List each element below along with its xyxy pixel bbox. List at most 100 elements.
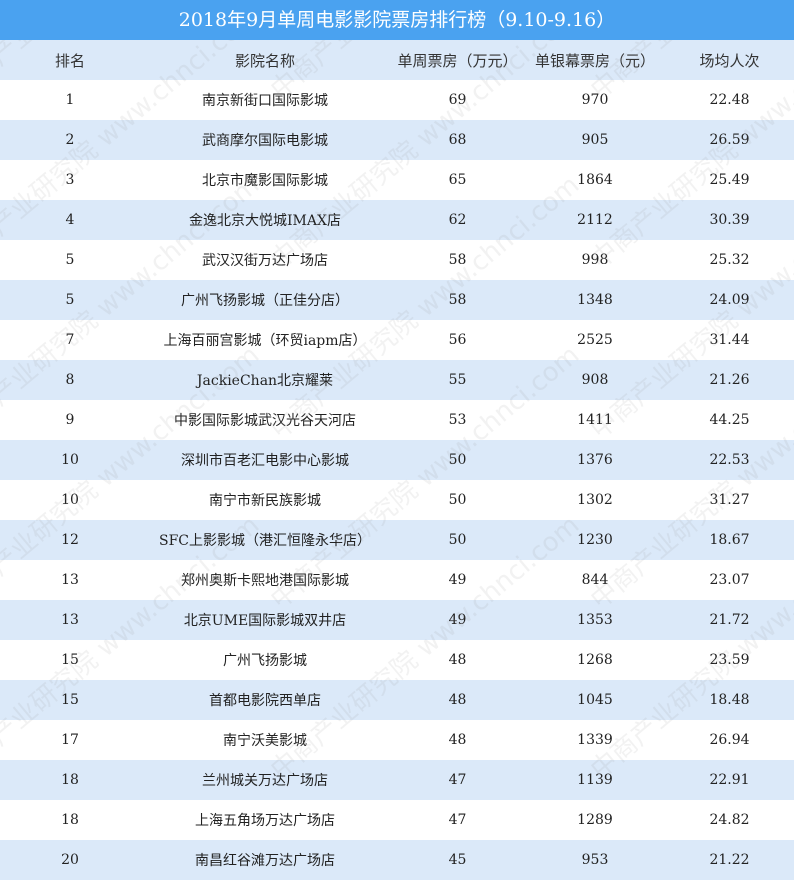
cell-weekly-box: 58 (448, 292, 467, 308)
table-row: 13 北京UME国际影城双井店 49 1353 21.72 (0, 600, 794, 640)
cell-cinema: 北京UME国际影城双井店 (183, 613, 347, 629)
table-row: 3 北京市魔影国际影城 65 1864 25.49 (0, 160, 794, 200)
cell-per-show: 26.94 (709, 732, 750, 748)
cell-per-screen: 1268 (577, 652, 613, 668)
cell-rank: 10 (61, 452, 79, 468)
cell-weekly-box: 49 (448, 612, 467, 628)
cell-per-show: 31.44 (709, 332, 750, 348)
cell-per-screen: 998 (581, 252, 609, 268)
cell-rank: 13 (61, 612, 79, 628)
cell-weekly-box: 45 (448, 852, 467, 868)
cell-cinema: 武汉汉街万达广场店 (202, 253, 328, 269)
cell-cinema: 北京市魔影国际影城 (202, 173, 328, 189)
table-row: 20 南昌红谷滩万达广场店 45 953 21.22 (0, 840, 794, 880)
table-row: 15 广州飞扬影城 48 1268 23.59 (0, 640, 794, 680)
cell-rank: 20 (61, 852, 79, 868)
cell-per-show: 24.82 (709, 812, 750, 828)
cell-weekly-box: 58 (448, 252, 467, 268)
table-row: 10 深圳市百老汇电影中心影城 50 1376 22.53 (0, 440, 794, 480)
cell-cinema: 首都电影院西单店 (209, 693, 321, 709)
col-cinema: 影院名称 (234, 51, 295, 70)
cell-rank: 18 (61, 812, 79, 828)
cell-per-screen: 1864 (577, 172, 613, 188)
cell-per-show: 31.27 (709, 492, 750, 508)
cell-per-screen: 1045 (577, 692, 613, 708)
header-row: 排名 影院名称 单周票房（万元） 单银幕票房（元） 场均人次 (0, 40, 794, 80)
cell-cinema: 深圳市百老汇电影中心影城 (181, 453, 349, 469)
cell-per-screen: 1289 (577, 812, 613, 828)
cell-cinema: 上海五角场万达广场店 (195, 813, 335, 829)
cell-cinema: 广州飞扬影城 (223, 653, 307, 669)
table-row: 15 首都电影院西单店 48 1045 18.48 (0, 680, 794, 720)
cell-per-show: 22.91 (709, 772, 750, 788)
cell-weekly-box: 48 (448, 652, 467, 668)
cell-rank: 18 (61, 772, 79, 788)
col-per-screen: 单银幕票房（元） (534, 51, 655, 70)
cell-per-show: 24.09 (709, 292, 750, 308)
cell-per-screen: 1353 (577, 612, 613, 628)
cell-rank: 10 (61, 492, 79, 508)
cell-rank: 1 (65, 92, 75, 108)
cell-per-screen: 844 (581, 572, 609, 588)
cell-per-screen: 1339 (577, 732, 613, 748)
cell-per-screen: 908 (581, 372, 609, 388)
cell-per-screen: 1302 (577, 492, 613, 508)
cell-per-show: 30.39 (709, 212, 750, 228)
table-row: 12 SFC上影影城（港汇恒隆永华店） 50 1230 18.67 (0, 520, 794, 560)
cell-rank: 7 (65, 332, 75, 348)
cell-weekly-box: 55 (448, 372, 467, 388)
cell-cinema: JackieChan北京耀莱 (196, 373, 334, 389)
cell-cinema: 郑州奥斯卡熙地港国际影城 (181, 573, 349, 589)
cell-rank: 17 (61, 732, 79, 748)
cell-weekly-box: 62 (448, 212, 467, 228)
cell-weekly-box: 68 (448, 132, 467, 148)
cell-weekly-box: 48 (448, 732, 467, 748)
cell-cinema: 武商摩尔国际电影城 (202, 133, 328, 149)
cell-rank: 4 (65, 212, 75, 228)
cell-rank: 13 (61, 572, 79, 588)
cell-rank: 8 (65, 372, 75, 388)
table-row: 1 南京新街口国际影城 69 970 22.48 (0, 80, 794, 120)
cell-per-show: 23.59 (709, 652, 750, 668)
cell-rank: 9 (65, 412, 75, 428)
cell-per-screen: 1230 (577, 532, 613, 548)
cell-weekly-box: 50 (448, 532, 467, 548)
cell-per-screen: 905 (581, 132, 609, 148)
cell-weekly-box: 53 (448, 412, 467, 428)
table-row: 8 JackieChan北京耀莱 55 908 21.26 (0, 360, 794, 400)
table-row: 7 上海百丽宫影城（环贸iapm店） 56 2525 31.44 (0, 320, 794, 360)
cell-cinema: 南宁沃美影城 (223, 733, 307, 749)
cell-per-show: 21.72 (709, 612, 750, 628)
cell-per-show: 25.32 (709, 252, 750, 268)
cell-cinema: SFC上影影城（港汇恒隆永华店） (158, 533, 372, 549)
cell-weekly-box: 65 (448, 172, 467, 188)
cell-weekly-box: 47 (448, 772, 467, 788)
cell-per-show: 18.67 (709, 532, 750, 548)
table-row: 9 中影国际影城武汉光谷天河店 53 1411 44.25 (0, 400, 794, 440)
cell-cinema: 南京新街口国际影城 (202, 93, 328, 109)
cell-per-show: 25.49 (709, 172, 750, 188)
cell-per-screen: 1348 (577, 292, 613, 308)
cell-per-show: 22.48 (709, 92, 750, 108)
cell-per-show: 44.25 (709, 412, 750, 428)
cell-weekly-box: 47 (448, 812, 467, 828)
table-title: 2018年9月单周电影影院票房排行榜（9.10-9.16） (0, 0, 794, 40)
cell-weekly-box: 48 (448, 692, 467, 708)
cell-rank: 5 (65, 252, 75, 268)
cell-cinema: 广州飞扬影城（正佳分店） (181, 293, 349, 309)
cell-per-screen: 1139 (577, 772, 613, 788)
cell-rank: 3 (65, 172, 75, 188)
cell-weekly-box: 50 (448, 492, 467, 508)
cell-per-show: 21.22 (709, 852, 750, 868)
table-row: 5 广州飞扬影城（正佳分店） 58 1348 24.09 (0, 280, 794, 320)
cell-per-show: 23.07 (709, 572, 750, 588)
cell-cinema: 南昌红谷滩万达广场店 (195, 853, 335, 869)
cell-per-screen: 2525 (577, 332, 613, 348)
cell-per-screen: 2112 (577, 212, 613, 228)
cell-weekly-box: 50 (448, 452, 467, 468)
cell-per-screen: 1411 (577, 412, 613, 428)
col-rank: 排名 (54, 51, 85, 70)
cell-rank: 2 (65, 132, 75, 148)
cell-weekly-box: 49 (448, 572, 467, 588)
cell-weekly-box: 56 (448, 332, 467, 348)
